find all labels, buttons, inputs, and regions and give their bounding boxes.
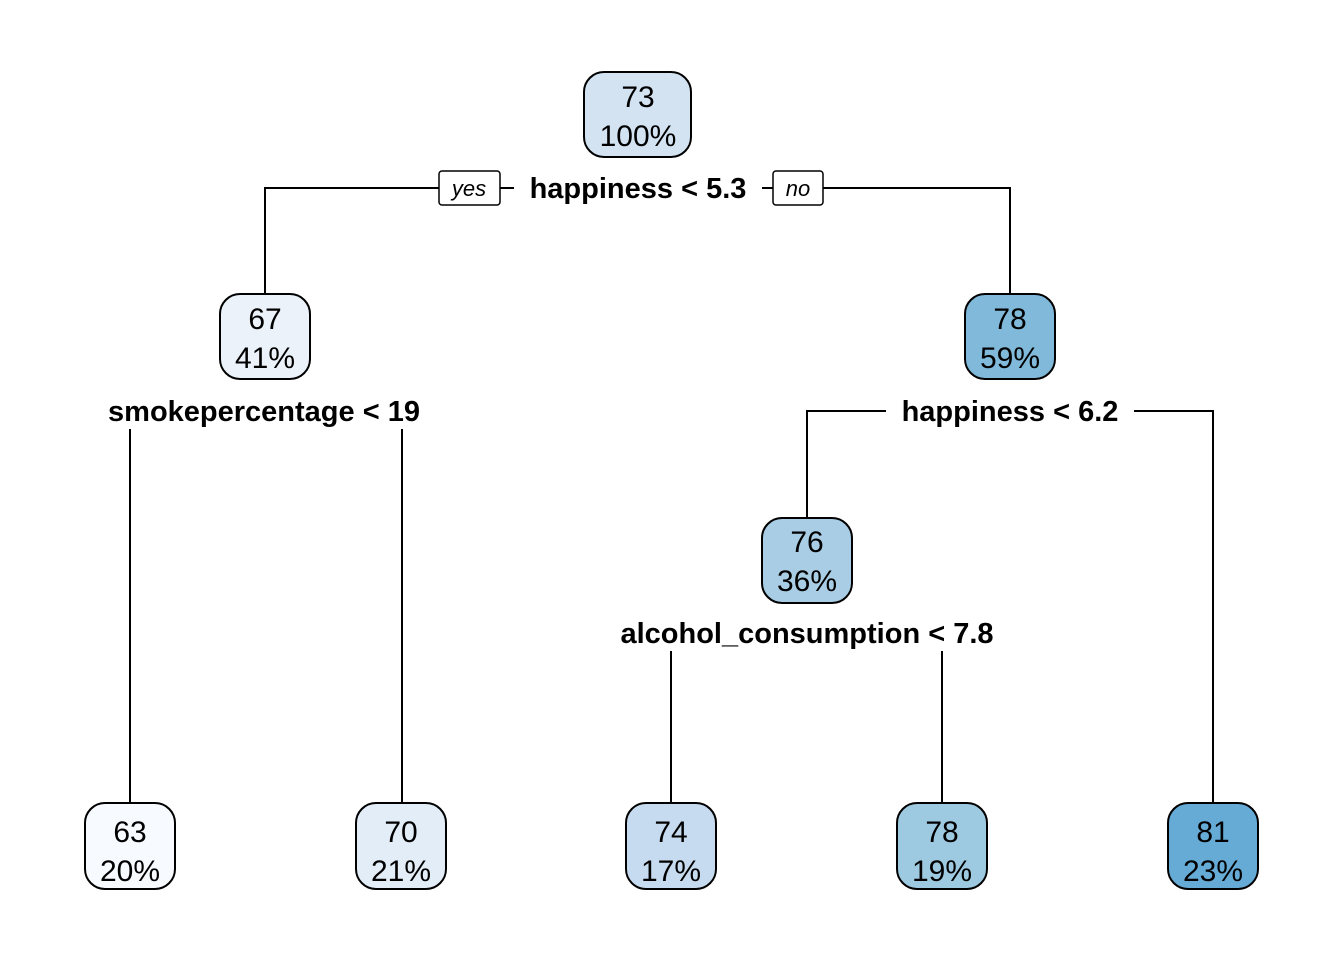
node-percent: 100% bbox=[600, 120, 677, 153]
node-value: 74 bbox=[654, 816, 687, 849]
split-s6: alcohol_consumption < 7.8 bbox=[596, 615, 1018, 651]
branch-yes-label: yes bbox=[438, 170, 501, 206]
branch-yes-text: yes bbox=[450, 176, 486, 201]
node-percent: 59% bbox=[980, 342, 1040, 375]
node-percent: 36% bbox=[777, 565, 837, 598]
branch-no-label: no bbox=[772, 170, 824, 206]
node-box bbox=[761, 517, 853, 604]
node-box bbox=[625, 802, 717, 890]
edge-n3-no bbox=[1010, 410, 1214, 803]
node-value: 70 bbox=[384, 816, 417, 849]
split-s1: happiness < 5.3 bbox=[514, 170, 762, 206]
node-value: 78 bbox=[993, 303, 1026, 336]
tree-node-n7: 81 23% bbox=[1167, 802, 1259, 890]
split-s2: smokepercentage < 19 bbox=[88, 393, 440, 429]
node-box bbox=[896, 802, 988, 890]
branch-no-text: no bbox=[786, 176, 810, 201]
node-box bbox=[355, 802, 447, 890]
tree-node-n3: 78 59% bbox=[964, 293, 1056, 380]
tree-node-n13: 78 19% bbox=[896, 802, 988, 890]
split-label: happiness < 6.2 bbox=[902, 396, 1119, 428]
node-percent: 17% bbox=[641, 855, 701, 888]
node-percent: 20% bbox=[100, 855, 160, 888]
node-value: 81 bbox=[1196, 816, 1229, 849]
tree-node-n5: 70 21% bbox=[355, 802, 447, 890]
node-box bbox=[1167, 802, 1259, 890]
tree-node-n2: 67 41% bbox=[219, 293, 311, 380]
node-box bbox=[219, 293, 311, 380]
tree-node-n1: 73 100% bbox=[583, 71, 692, 158]
node-percent: 41% bbox=[235, 342, 295, 375]
node-value: 67 bbox=[248, 303, 281, 336]
node-box bbox=[583, 71, 692, 158]
split-label: happiness < 5.3 bbox=[530, 173, 747, 205]
node-value: 73 bbox=[621, 81, 654, 114]
node-percent: 21% bbox=[371, 855, 431, 888]
tree-node-n4: 63 20% bbox=[84, 802, 176, 890]
split-label: smokepercentage < 19 bbox=[108, 396, 420, 428]
node-percent: 19% bbox=[912, 855, 972, 888]
tree-edges bbox=[129, 187, 1214, 803]
node-value: 63 bbox=[113, 816, 146, 849]
node-box bbox=[964, 293, 1056, 380]
tree-node-n6: 76 36% bbox=[761, 517, 853, 604]
node-box bbox=[84, 802, 176, 890]
split-label: alcohol_consumption < 7.8 bbox=[620, 618, 993, 650]
node-percent: 23% bbox=[1183, 855, 1243, 888]
edge-root-yes bbox=[264, 187, 638, 294]
split-s3: happiness < 6.2 bbox=[886, 393, 1134, 429]
tree-node-n12: 74 17% bbox=[625, 802, 717, 890]
node-value: 78 bbox=[925, 816, 958, 849]
node-value: 76 bbox=[790, 526, 823, 559]
